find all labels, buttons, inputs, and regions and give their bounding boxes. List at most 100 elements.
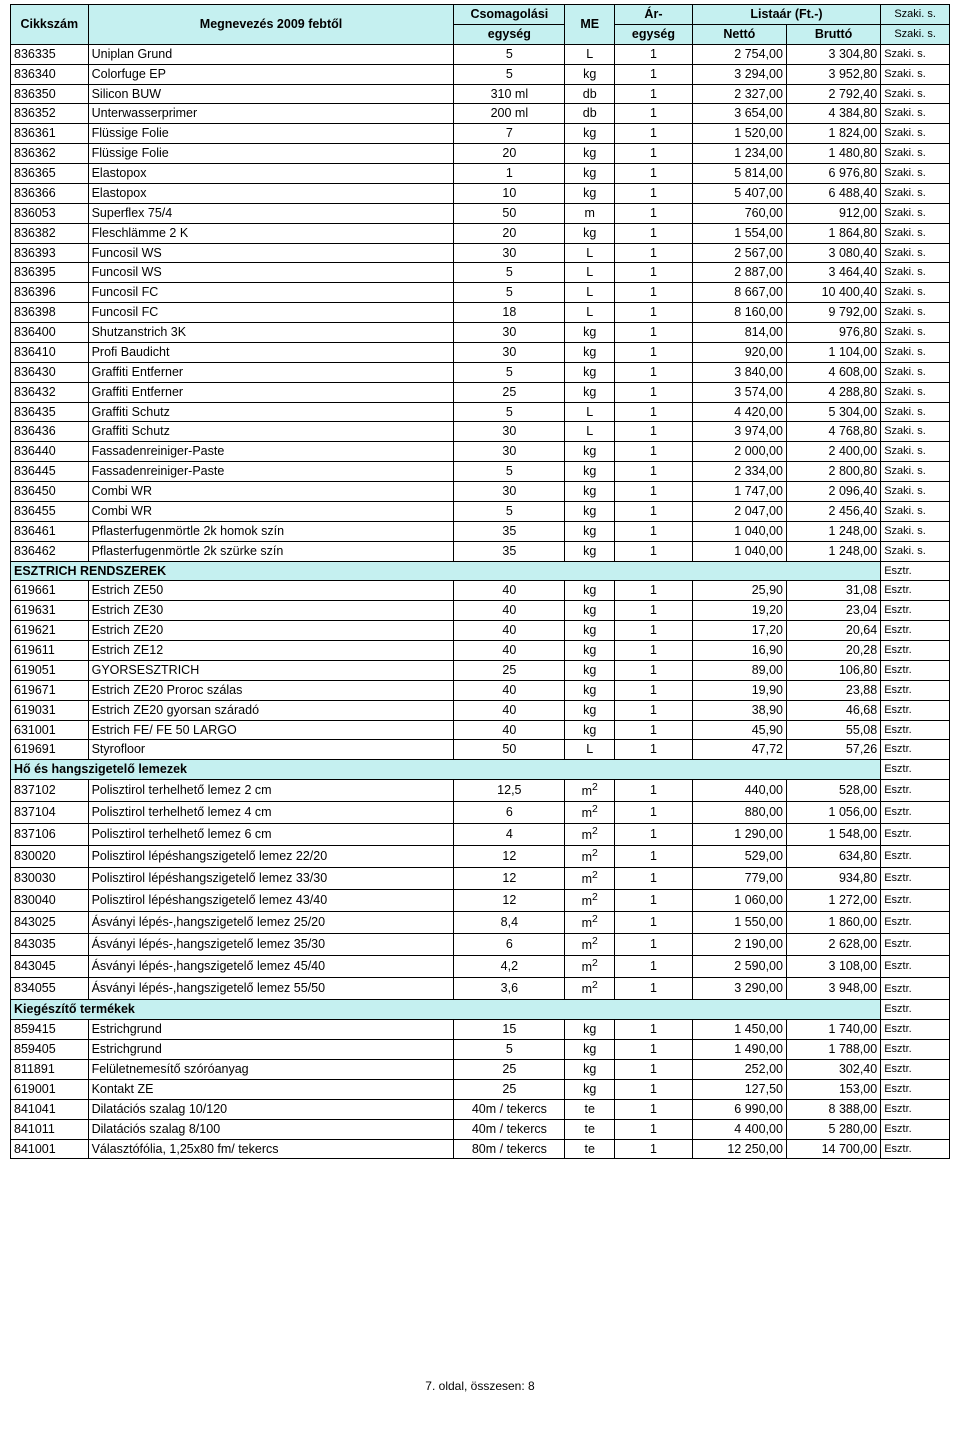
- cell-brutto: 2 628,00: [786, 934, 880, 956]
- header-megnevezes: Megnevezés 2009 febtől: [88, 5, 454, 45]
- cell-category: Esztr.: [881, 740, 950, 760]
- cell-me: te: [565, 1099, 615, 1119]
- cell-netto: 3 574,00: [692, 382, 786, 402]
- cell-megnevezes: Funcosil WS: [88, 263, 454, 283]
- cell-cikkszam: 836340: [11, 64, 89, 84]
- cell-netto: 3 290,00: [692, 978, 786, 1000]
- section-category: Esztr.: [881, 760, 950, 780]
- cell-cikkszam: 836410: [11, 342, 89, 362]
- cell-csomagolas: 40: [454, 581, 565, 601]
- cell-brutto: 2 096,40: [786, 482, 880, 502]
- cell-megnevezes: Ásványi lépés-,hangszigetelő lemez 45/40: [88, 956, 454, 978]
- cell-netto: 2 334,00: [692, 462, 786, 482]
- header-me: ME: [565, 5, 615, 45]
- table-row: 619691Styrofloor50L147,7257,26Esztr.: [11, 740, 950, 760]
- cell-category: Szaki. s.: [881, 323, 950, 343]
- section-header: Kiegészítő termékekEsztr.: [11, 1000, 950, 1020]
- cell-category: Szaki. s.: [881, 442, 950, 462]
- cell-brutto: 3 948,00: [786, 978, 880, 1000]
- cell-megnevezes: Estrich ZE12: [88, 641, 454, 661]
- cell-netto: 1 550,00: [692, 912, 786, 934]
- cell-csomagolas: 12: [454, 890, 565, 912]
- cell-csomagolas: 5: [454, 362, 565, 382]
- cell-brutto: 1 248,00: [786, 541, 880, 561]
- cell-aregyseg: 1: [615, 868, 693, 890]
- cell-aregyseg: 1: [615, 1099, 693, 1119]
- cell-aregyseg: 1: [615, 641, 693, 661]
- cell-aregyseg: 1: [615, 303, 693, 323]
- cell-brutto: 3 080,40: [786, 243, 880, 263]
- cell-me: L: [565, 44, 615, 64]
- cell-aregyseg: 1: [615, 263, 693, 283]
- cell-netto: 4 420,00: [692, 402, 786, 422]
- table-row: 837102Polisztirol terhelhető lemez 2 cm1…: [11, 780, 950, 802]
- cell-megnevezes: Combi WR: [88, 482, 454, 502]
- cell-cikkszam: 619001: [11, 1079, 89, 1099]
- cell-megnevezes: Shutzanstrich 3K: [88, 323, 454, 343]
- cell-brutto: 528,00: [786, 780, 880, 802]
- cell-category: Esztr.: [881, 1119, 950, 1139]
- cell-netto: 1 040,00: [692, 521, 786, 541]
- table-header: Cikkszám Megnevezés 2009 febtől Csomagol…: [11, 5, 950, 45]
- table-row: 836352Unterwasserprimer200 mldb13 654,00…: [11, 104, 950, 124]
- table-row: 836382Fleschlämme 2 K20kg11 554,001 864,…: [11, 223, 950, 243]
- cell-me: kg: [565, 164, 615, 184]
- cell-cikkszam: 836396: [11, 283, 89, 303]
- cell-csomagolas: 10: [454, 183, 565, 203]
- cell-csomagolas: 12,5: [454, 780, 565, 802]
- cell-cikkszam: 836430: [11, 362, 89, 382]
- cell-cikkszam: 836440: [11, 442, 89, 462]
- table-row: 836461Pflasterfugenmörtle 2k homok szín3…: [11, 521, 950, 541]
- cell-megnevezes: Pflasterfugenmörtle 2k homok szín: [88, 521, 454, 541]
- cell-brutto: 57,26: [786, 740, 880, 760]
- cell-brutto: 55,08: [786, 720, 880, 740]
- header-cikkszam: Cikkszám: [11, 5, 89, 45]
- cell-me: L: [565, 422, 615, 442]
- cell-megnevezes: Polisztirol terhelhető lemez 4 cm: [88, 802, 454, 824]
- cell-brutto: 3 952,80: [786, 64, 880, 84]
- cell-csomagolas: 40: [454, 601, 565, 621]
- table-body: 836335Uniplan Grund5L12 754,003 304,80Sz…: [11, 44, 950, 1159]
- cell-csomagolas: 1: [454, 164, 565, 184]
- cell-aregyseg: 1: [615, 1020, 693, 1040]
- cell-netto: 1 040,00: [692, 541, 786, 561]
- cell-me: m2: [565, 934, 615, 956]
- cell-me: L: [565, 283, 615, 303]
- cell-aregyseg: 1: [615, 720, 693, 740]
- cell-aregyseg: 1: [615, 780, 693, 802]
- cell-me: kg: [565, 641, 615, 661]
- cell-me: db: [565, 84, 615, 104]
- cell-aregyseg: 1: [615, 1079, 693, 1099]
- cell-csomagolas: 30: [454, 482, 565, 502]
- cell-netto: 6 990,00: [692, 1099, 786, 1119]
- cell-category: Esztr.: [881, 660, 950, 680]
- cell-cikkszam: 834055: [11, 978, 89, 1000]
- cell-brutto: 1 480,80: [786, 144, 880, 164]
- cell-aregyseg: 1: [615, 956, 693, 978]
- table-row: 836393Funcosil WS30L12 567,003 080,40Sza…: [11, 243, 950, 263]
- cell-aregyseg: 1: [615, 621, 693, 641]
- cell-csomagolas: 3,6: [454, 978, 565, 1000]
- cell-me: kg: [565, 581, 615, 601]
- cell-category: Szaki. s.: [881, 223, 950, 243]
- cell-csomagolas: 25: [454, 1079, 565, 1099]
- cell-me: m2: [565, 780, 615, 802]
- cell-cikkszam: 841041: [11, 1099, 89, 1119]
- table-row: 836340Colorfuge EP5kg13 294,003 952,80Sz…: [11, 64, 950, 84]
- cell-csomagolas: 50: [454, 740, 565, 760]
- cell-megnevezes: Estrich ZE30: [88, 601, 454, 621]
- cell-me: m2: [565, 802, 615, 824]
- cell-netto: 779,00: [692, 868, 786, 890]
- cell-megnevezes: GYORSESZTRICH: [88, 660, 454, 680]
- cell-me: kg: [565, 64, 615, 84]
- cell-cikkszam: 841001: [11, 1139, 89, 1159]
- cell-brutto: 1 788,00: [786, 1040, 880, 1060]
- cell-category: Szaki. s.: [881, 44, 950, 64]
- cell-brutto: 5 304,00: [786, 402, 880, 422]
- cell-brutto: 20,28: [786, 641, 880, 661]
- cell-netto: 2 887,00: [692, 263, 786, 283]
- cell-brutto: 3 108,00: [786, 956, 880, 978]
- cell-megnevezes: Estrich ZE20 gyorsan száradó: [88, 700, 454, 720]
- section-header: Hő és hangszigetelő lemezekEsztr.: [11, 760, 950, 780]
- cell-csomagolas: 5: [454, 283, 565, 303]
